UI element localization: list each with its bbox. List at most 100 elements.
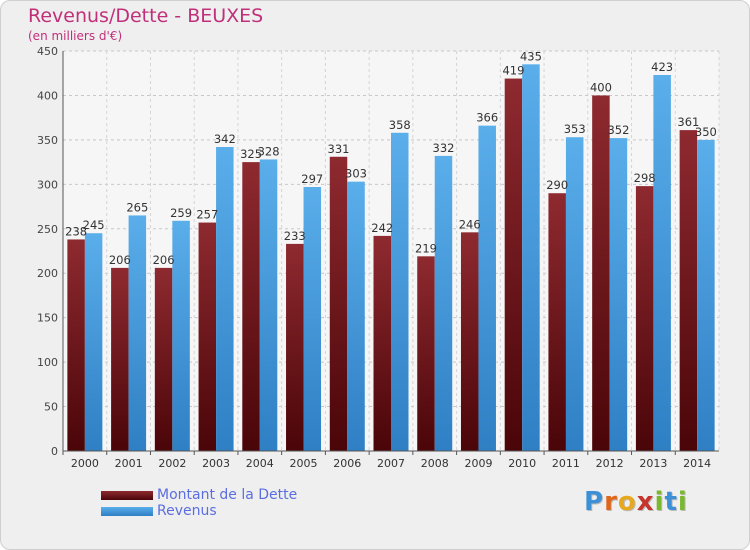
legend-swatch-revenus <box>101 507 153 516</box>
x-tick-label: 2003 <box>202 457 230 470</box>
bar-debt <box>373 235 391 451</box>
y-tick-label: 50 <box>44 401 58 414</box>
bar-revenus <box>565 137 584 451</box>
bar-debt <box>460 232 479 451</box>
data-label-revenus: 342 <box>214 132 236 146</box>
data-label-revenus: 350 <box>695 125 717 139</box>
y-tick-label: 200 <box>37 267 58 280</box>
x-tick-label: 2004 <box>246 457 274 470</box>
data-label-debt: 238 <box>65 224 87 238</box>
axes: 0 50 100 150 200 250 300 350 400 450 2000 2001 2002 2… <box>37 45 719 470</box>
legend-label-debt: Montant de la Dette <box>157 487 298 503</box>
bar-revenus <box>259 159 278 451</box>
logo-letter: t <box>664 487 678 517</box>
data-label-revenus: 297 <box>301 172 323 186</box>
bar-revenus <box>609 138 628 451</box>
data-label-debt: 331 <box>328 142 350 156</box>
x-tick-label: 2007 <box>377 457 405 470</box>
data-label-debt: 325 <box>240 147 262 161</box>
bar-debt <box>286 243 304 451</box>
proxiti-logo: Proxiti <box>584 487 688 517</box>
x-tick-label: 2010 <box>508 457 536 470</box>
logo-letter: i <box>677 487 688 517</box>
bar-revenus <box>216 147 234 451</box>
bar-debt <box>67 239 85 451</box>
y-tick-label: 100 <box>37 356 58 369</box>
bar-revenus <box>478 125 496 452</box>
bar-debt <box>111 267 129 451</box>
x-tick-label: 2000 <box>71 457 99 470</box>
x-tick-label: 2011 <box>552 457 580 470</box>
data-label-revenus: 352 <box>607 123 629 137</box>
data-label-debt: 206 <box>153 253 175 267</box>
bar-revenus <box>434 155 453 451</box>
x-tick-label: 2001 <box>115 457 143 470</box>
data-label-debt: 400 <box>590 80 612 94</box>
bar-revenus <box>172 220 190 451</box>
data-label-revenus: 366 <box>476 111 498 125</box>
legend-swatch-debt <box>101 491 153 500</box>
bar-debt <box>417 256 435 451</box>
bar-revenus <box>522 64 540 452</box>
data-label-debt: 246 <box>459 217 481 231</box>
y-tick-label: 400 <box>37 89 58 102</box>
data-label-revenus: 353 <box>564 122 586 136</box>
chart-title: Revenus/Dette - BEUXES <box>28 5 264 27</box>
legend-label-revenus: Revenus <box>157 503 217 519</box>
data-label-debt: 257 <box>196 208 218 222</box>
data-label-debt: 361 <box>677 115 699 129</box>
bar-debt <box>242 162 260 451</box>
x-tick-label: 2005 <box>290 457 318 470</box>
bar-debt <box>198 222 217 451</box>
bar-debt <box>154 267 173 451</box>
x-tick-label: 2014 <box>683 457 711 470</box>
x-tick-label: 2009 <box>464 457 492 470</box>
data-label-revenus: 358 <box>389 118 411 132</box>
logo-letter: r <box>604 487 618 517</box>
data-label-debt: 242 <box>371 221 393 235</box>
bar-revenus <box>391 132 409 451</box>
bar-revenus <box>303 187 322 451</box>
data-label-debt: 219 <box>415 241 437 255</box>
y-tick-label: 350 <box>37 134 58 147</box>
data-label-revenus: 265 <box>126 200 148 214</box>
bar-debt <box>635 186 654 451</box>
data-label-revenus: 259 <box>170 206 192 220</box>
logo-letter: o <box>617 487 637 517</box>
bar-revenus <box>347 181 365 451</box>
bar-debt <box>504 78 523 452</box>
data-label-revenus: 303 <box>345 167 367 181</box>
bars <box>67 64 715 452</box>
bar-revenus <box>697 139 715 451</box>
x-tick-label: 2002 <box>158 457 186 470</box>
data-label-debt: 419 <box>502 64 524 78</box>
bar-debt <box>679 130 698 451</box>
x-tick-label: 2012 <box>596 457 624 470</box>
data-label-debt: 233 <box>284 229 306 243</box>
logo-letter: P <box>584 487 605 517</box>
bar-revenus <box>653 75 671 451</box>
bar-revenus <box>84 233 103 451</box>
data-label-debt: 290 <box>546 178 568 192</box>
data-label-debt: 206 <box>109 253 131 267</box>
x-tick-label: 2008 <box>421 457 449 470</box>
bar-debt <box>592 95 610 451</box>
y-tick-label: 300 <box>37 178 58 191</box>
bar-revenus <box>128 215 147 451</box>
data-label-revenus: 328 <box>258 144 280 158</box>
bar-debt <box>329 156 348 451</box>
logo-letter: x <box>636 487 655 517</box>
y-tick-label: 0 <box>51 445 58 458</box>
data-label-debt: 298 <box>634 171 656 185</box>
data-label-revenus: 245 <box>83 218 105 232</box>
chart-subtitle: (en milliers d'€) <box>28 29 123 43</box>
data-label-revenus: 435 <box>520 49 542 63</box>
x-tick-label: 2013 <box>639 457 667 470</box>
data-label-revenus: 332 <box>433 141 455 155</box>
x-tick-label: 2006 <box>333 457 361 470</box>
data-label-revenus: 423 <box>651 60 673 74</box>
y-tick-label: 250 <box>37 223 58 236</box>
